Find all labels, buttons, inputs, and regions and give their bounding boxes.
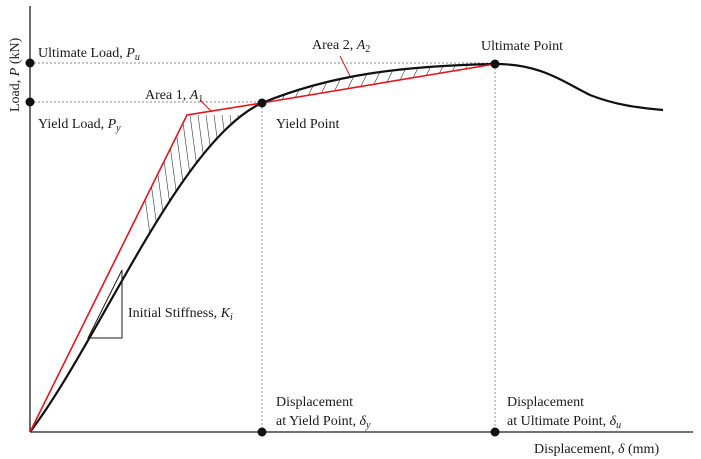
load-displacement-curve: [29, 62, 664, 433]
area1-hatch: [133, 114, 262, 311]
yield-displacement-label-line1: Displacement: [276, 395, 353, 410]
yield-load-label: Yield Load, Py: [38, 117, 121, 134]
yield-displacement-marker: [257, 427, 267, 437]
ultimate-displacement-label-line2: at Ultimate Point, δu: [507, 414, 621, 431]
bilinear-idealization-line: [29, 63, 496, 433]
x-axis-label: Displacement, δ (mm): [534, 442, 659, 457]
area1-leader: [199, 99, 213, 113]
yield-displacement-label-line2: at Yield Point, δy: [276, 414, 371, 431]
area1-label: Area 1, A1: [145, 88, 203, 105]
y-axis-label: Load, P (kN): [8, 37, 23, 112]
ultimate-displacement-label-line1: Displacement: [507, 395, 584, 410]
ultimate-load-marker: [25, 58, 35, 68]
yield-point-label: Yield Point: [276, 117, 340, 132]
area2-label: Area 2, A2: [312, 38, 370, 55]
initial-stiffness-label: Initial Stiffness, Ki: [128, 306, 233, 323]
ultimate-load-label: Ultimate Load, Pu: [38, 46, 140, 63]
yield-load-marker: [25, 97, 35, 107]
ultimate-point-marker: [490, 59, 500, 69]
ultimate-displacement-marker: [490, 427, 500, 437]
stiffness-triangle: [87, 269, 123, 339]
area2-leader: [339, 55, 351, 77]
ultimate-point-label: Ultimate Point: [481, 39, 563, 54]
yield-point-marker: [257, 98, 267, 108]
